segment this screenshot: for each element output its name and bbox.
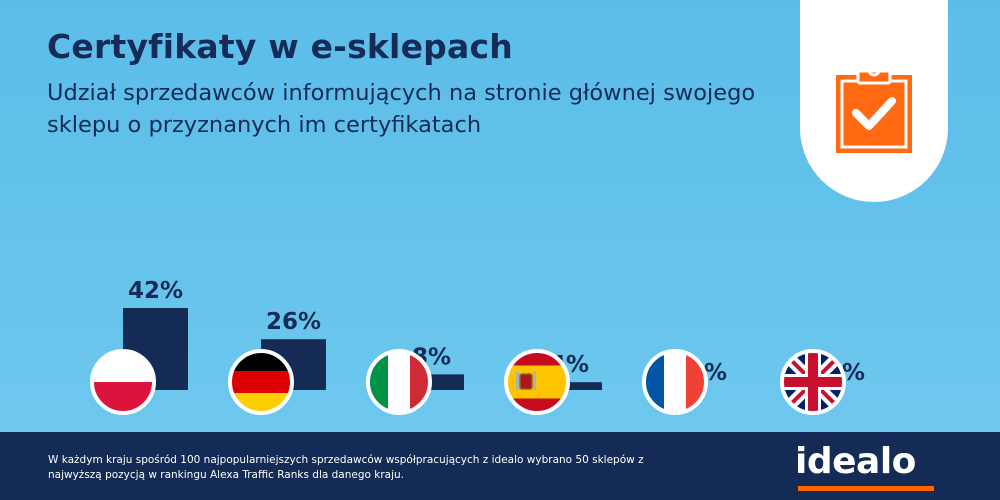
idealo-logo-underline [798,486,934,491]
poland-flag-icon: Polska [90,349,156,415]
bar-group: 4%Hiszpania [504,349,602,415]
germany-flag-icon: Niemcy [228,349,294,415]
clipboard-check-icon [836,65,912,153]
bar-value-label: 26% [266,309,321,335]
chart-title: Certyfikaty w e-sklepach [47,27,513,66]
footnote: W każdym kraju spośród 100 najpopularnie… [48,454,644,481]
bar-group: 0%Wielka Brytania [780,349,865,415]
spain-flag-icon: Hiszpania [504,349,570,415]
bar-chart: 42% Polska 26% Niemcy 8%Włochy 4%Hiszpania 0%F… [90,278,865,415]
bar-value-label: 42% [128,278,183,304]
uk-flag-icon: Wielka Brytania [780,349,846,415]
chart-subtitle: Udział sprzedawców informujących na stro… [47,80,756,138]
italy-flag-icon: Włochy [366,349,432,415]
bar-group: 0%Francja [642,349,727,415]
clipboard-badge [800,0,948,202]
bar-group: 8%Włochy [366,344,464,415]
bar-group: 26% Niemcy [228,309,326,415]
bar-group: 42% Polska [90,278,188,415]
idealo-logo[interactable]: idealo [795,441,916,482]
france-flag-icon: Francja [642,349,708,415]
footer: W każdym kraju spośród 100 najpopularnie… [0,432,1000,500]
